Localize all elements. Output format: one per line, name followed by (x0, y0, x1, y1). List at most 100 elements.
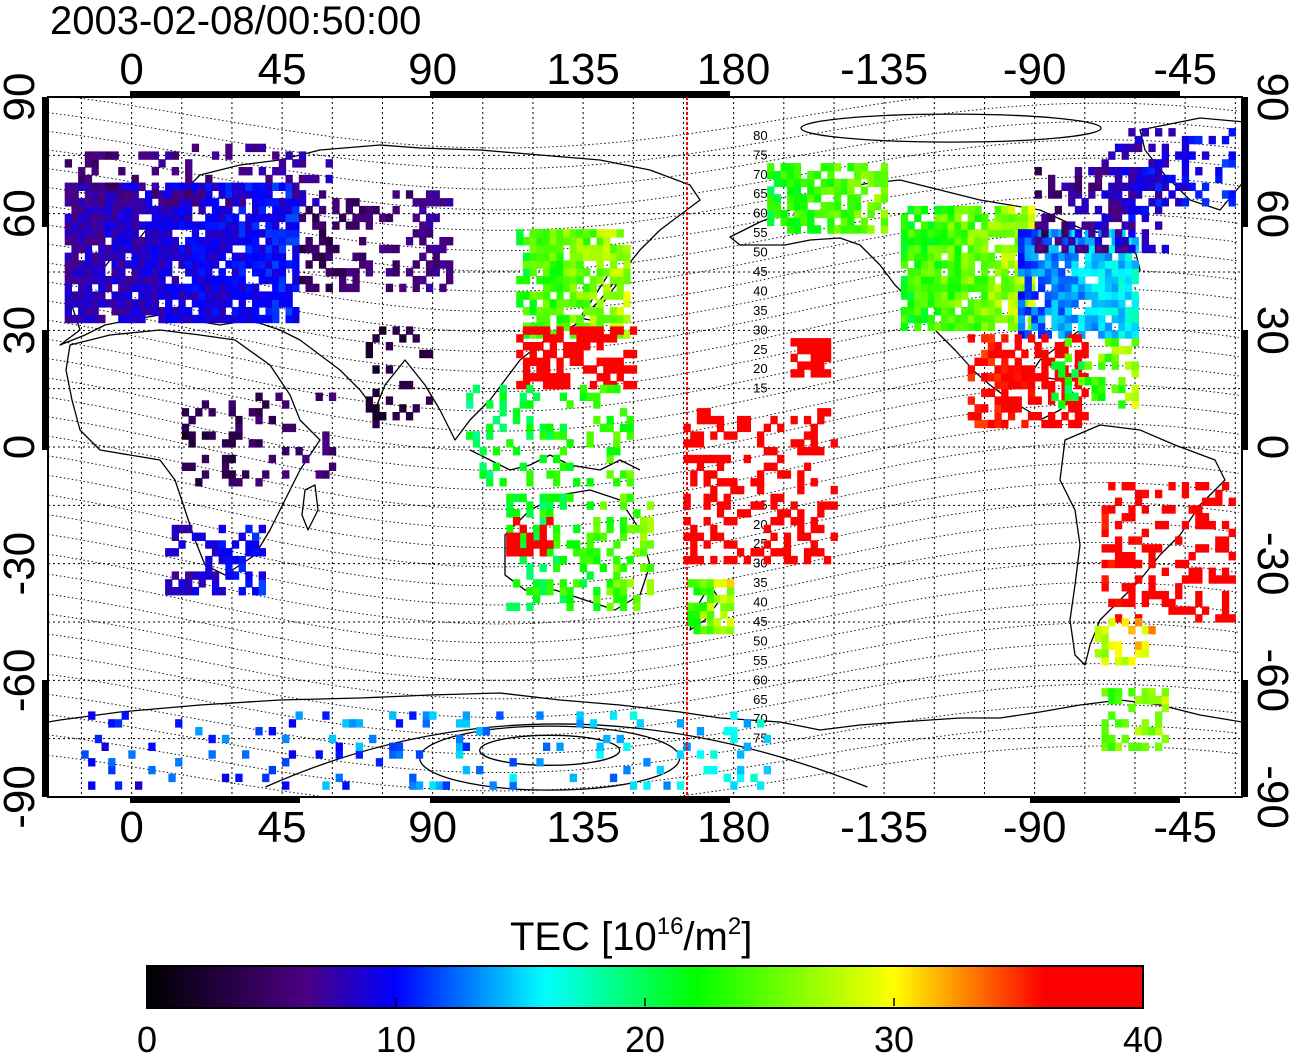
tec-cell (165, 314, 173, 324)
tec-cell (613, 579, 621, 588)
tec-cell (138, 205, 146, 215)
tec-cell (131, 283, 139, 293)
tec-cell (191, 260, 200, 269)
tec-cell (185, 167, 193, 176)
tec-cell (191, 587, 200, 596)
tec-cell (543, 326, 551, 335)
tec-cell (579, 555, 588, 565)
tec-cell (412, 275, 420, 285)
tec-cell (272, 205, 280, 215)
tec-cell (1118, 299, 1126, 308)
tec-cell (1027, 334, 1036, 343)
tec-cell (456, 742, 464, 751)
tec-cell (512, 447, 521, 456)
tec-cell (529, 307, 537, 316)
tec-cell (415, 781, 424, 790)
tec-cell (549, 244, 557, 254)
tec-cell (198, 198, 206, 207)
tec-cell (1071, 260, 1079, 269)
tec-cell (941, 283, 949, 293)
tec-cell (425, 260, 434, 269)
tec-cell (285, 174, 293, 184)
tec-cell (225, 182, 233, 191)
tec-cell (312, 252, 320, 261)
tec-cell (834, 225, 842, 234)
tec-cell (616, 365, 624, 374)
tec-cell (559, 431, 567, 440)
tec-cell (272, 252, 280, 261)
tec-cell (165, 221, 173, 230)
tec-cell (466, 431, 474, 440)
tec-cell (131, 275, 139, 285)
lat-tick-labels-left: 9060300-30-60-90 (0, 73, 44, 829)
tec-cell (1064, 252, 1072, 261)
tec-cell (425, 229, 434, 238)
tec-cell (84, 244, 93, 254)
tec-cell (974, 229, 982, 238)
tec-cell (700, 602, 708, 611)
contour-label: 65 (753, 186, 767, 201)
tec-cell (252, 307, 260, 316)
tec-cell (981, 213, 989, 223)
tec-cell (790, 501, 798, 510)
tec-cell (1101, 213, 1109, 223)
tec-cell (1014, 404, 1022, 413)
tec-cell (1091, 384, 1099, 394)
tec-cell (810, 431, 818, 440)
tec-cell (1064, 322, 1072, 331)
tec-cell (1161, 198, 1169, 207)
tec-cell (1118, 275, 1126, 285)
tec-cell (379, 244, 387, 254)
tec-cell (920, 291, 929, 300)
tec-cell (820, 209, 828, 219)
tec-cell (817, 509, 825, 518)
tec-cell (1058, 330, 1066, 339)
tec-cell (1034, 221, 1042, 230)
tec-cell (1161, 505, 1169, 514)
tec-cell (553, 470, 561, 479)
tec-cell (914, 268, 922, 277)
tec-cell (787, 186, 795, 195)
tec-cell (238, 291, 246, 300)
tec-cell (1051, 283, 1059, 293)
lon-tick-label: 180 (697, 45, 770, 94)
tec-cell (553, 563, 561, 573)
tec-cell (78, 213, 86, 223)
tec-cell (596, 237, 604, 246)
tec-cell (108, 765, 116, 775)
tec-cell (231, 190, 240, 199)
tec-cell (145, 299, 153, 308)
tec-cell (111, 221, 119, 230)
tec-cell (900, 252, 909, 261)
tec-cell (603, 314, 611, 324)
tec-cell (185, 182, 193, 191)
tec-cell (225, 291, 233, 300)
tec-cell (242, 470, 250, 479)
tec-cell (292, 283, 300, 293)
tec-cell (526, 602, 534, 611)
tec-cell (252, 213, 260, 223)
tec-cell (205, 555, 213, 565)
tec-cell (1001, 213, 1009, 223)
tec-cell (954, 237, 962, 246)
tec-cell (432, 198, 440, 207)
tec-cell (312, 198, 320, 207)
tec-cell (1101, 641, 1109, 650)
tec-cell (867, 202, 875, 211)
tec-cell (238, 198, 246, 207)
tec-cell (914, 252, 922, 261)
tec-cell (171, 221, 179, 230)
tec-cell (543, 244, 551, 254)
tec-cell (305, 205, 313, 215)
tec-cell (131, 314, 139, 324)
tec-cell (813, 170, 822, 180)
tec-cell (111, 268, 119, 277)
tec-cell (606, 470, 614, 479)
colorbar-tick-label: 0 (137, 1019, 157, 1057)
tec-cell (817, 548, 825, 557)
tec-cell (773, 178, 782, 188)
tec-cell (252, 252, 260, 261)
tec-cell (205, 563, 213, 573)
tec-cell (920, 275, 929, 285)
tec-cell (1155, 190, 1163, 199)
